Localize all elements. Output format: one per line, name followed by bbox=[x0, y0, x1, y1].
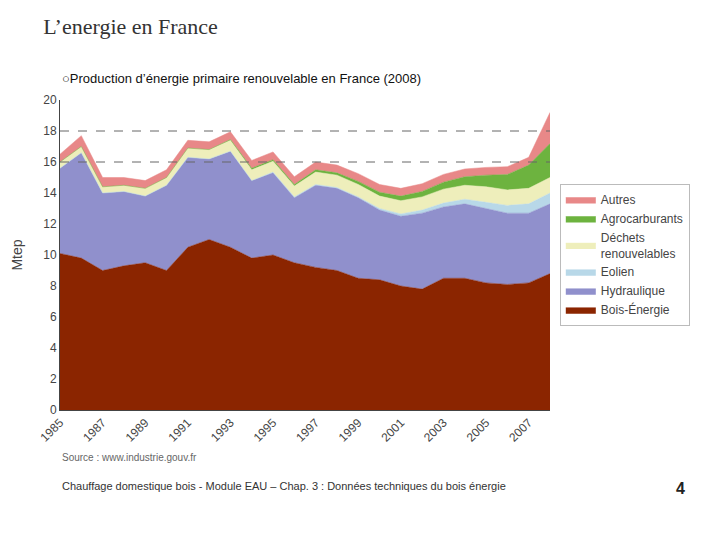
svg-text:1993: 1993 bbox=[208, 416, 237, 445]
svg-text:2: 2 bbox=[50, 372, 57, 386]
svg-text:Hydraulique: Hydraulique bbox=[601, 284, 665, 298]
svg-text:12: 12 bbox=[43, 217, 57, 231]
svg-text:Mtep: Mtep bbox=[9, 239, 25, 270]
svg-text:4: 4 bbox=[676, 480, 685, 497]
svg-text:20: 20 bbox=[43, 93, 57, 107]
svg-text:Eolien: Eolien bbox=[601, 265, 634, 279]
svg-text:Déchetsrenouvelables: Déchetsrenouvelables bbox=[601, 231, 676, 261]
svg-text:1997: 1997 bbox=[293, 416, 322, 445]
svg-text:10: 10 bbox=[43, 248, 57, 262]
svg-text:18: 18 bbox=[43, 124, 57, 138]
svg-text:Source : www.industrie.gouv.fr: Source : www.industrie.gouv.fr bbox=[62, 452, 197, 463]
svg-text:1987: 1987 bbox=[80, 416, 109, 445]
svg-text:0: 0 bbox=[50, 403, 57, 417]
svg-text:Autres: Autres bbox=[601, 193, 636, 207]
svg-text:2005: 2005 bbox=[464, 416, 493, 445]
svg-text:2007: 2007 bbox=[506, 416, 535, 445]
svg-text:○Production d’énergie primaire: ○Production d’énergie primaire renouvela… bbox=[62, 71, 421, 86]
svg-text:1995: 1995 bbox=[251, 416, 280, 445]
svg-text:1985: 1985 bbox=[38, 416, 67, 445]
svg-text:8: 8 bbox=[50, 279, 57, 293]
svg-text:1989: 1989 bbox=[123, 416, 152, 445]
svg-text:4: 4 bbox=[50, 341, 57, 355]
svg-text:Bois-Énergie: Bois-Énergie bbox=[601, 302, 670, 317]
svg-text:16: 16 bbox=[43, 155, 57, 169]
svg-text:1991: 1991 bbox=[165, 416, 194, 445]
svg-text:1999: 1999 bbox=[336, 416, 365, 445]
svg-text:2001: 2001 bbox=[378, 416, 407, 445]
svg-text:Agrocarburants: Agrocarburants bbox=[601, 212, 683, 226]
svg-text:L’energie en France: L’energie en France bbox=[43, 14, 218, 39]
svg-text:2003: 2003 bbox=[421, 416, 450, 445]
svg-text:Chauffage domestique bois - Mo: Chauffage domestique bois - Module EAU –… bbox=[62, 480, 506, 492]
svg-text:6: 6 bbox=[50, 310, 57, 324]
svg-text:14: 14 bbox=[43, 186, 57, 200]
